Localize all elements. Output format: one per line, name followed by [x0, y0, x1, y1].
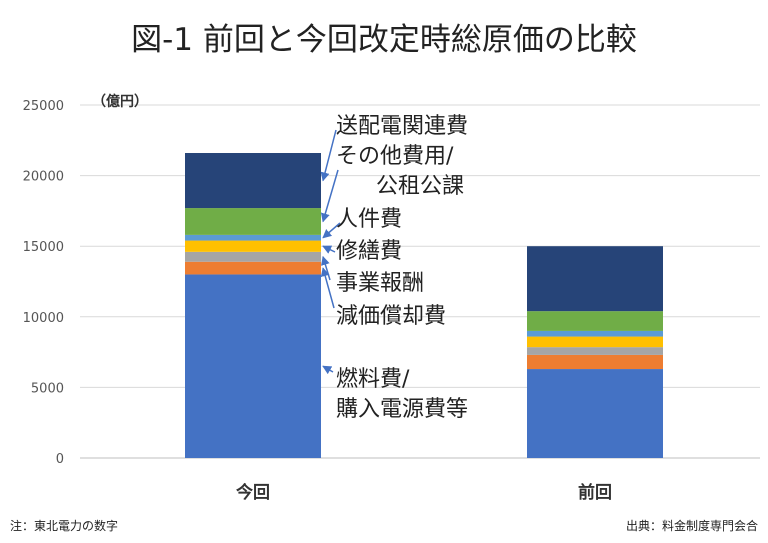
bar-segment-1	[527, 369, 663, 458]
annotation-label: 減価償却費	[336, 304, 446, 329]
y-axis-label: （億円）	[92, 93, 148, 110]
chart-title: 図-1 前回と今回改定時総原価の比較	[131, 22, 637, 58]
y-tick-label: 15000	[23, 240, 64, 255]
annotation-label: 燃料費/	[336, 367, 410, 392]
y-tick-label: 5000	[31, 381, 64, 396]
x-tick-label: 前回	[578, 482, 612, 503]
annotation-label: 事業報酬	[336, 271, 424, 296]
bar-segment-4	[527, 336, 663, 348]
bar-segment-6	[527, 311, 663, 331]
annotation-arrow	[320, 129, 337, 182]
annotation-arrow	[320, 169, 339, 223]
bar-segment-5	[527, 330, 663, 337]
annotation-label: 公租公課	[376, 174, 464, 199]
bar-segment-3	[527, 347, 663, 355]
annotation-arrow	[322, 245, 336, 254]
bar-segment-6	[185, 208, 321, 235]
y-tick-label: 10000	[23, 311, 64, 326]
x-tick-label: 今回	[236, 482, 270, 503]
annotation-label: 修繕費	[336, 239, 402, 264]
annotation-arrow	[320, 267, 335, 309]
y-tick-label: 0	[56, 452, 64, 467]
footnote: 注：東北電力の数字	[10, 519, 119, 533]
annotation-label: 購入電源費等	[336, 397, 468, 422]
y-tick-label: 25000	[23, 99, 64, 114]
source-note: 出典：料金制度専門会合	[625, 519, 758, 533]
bar-segment-5	[185, 234, 321, 241]
annotation-label: 送配電関連費	[336, 114, 468, 139]
bar-segment-1	[185, 274, 321, 458]
bar-segment-7	[527, 246, 663, 312]
annotation-arrow	[321, 255, 331, 281]
annotation-arrow	[322, 222, 341, 239]
bar-segment-2	[527, 354, 663, 370]
annotation-label: その他費用/	[336, 144, 454, 169]
bar-segment-4	[185, 240, 321, 252]
bar-segment-3	[185, 251, 321, 262]
bar-segment-7	[185, 153, 321, 209]
annotation-arrow	[322, 365, 334, 375]
y-tick-label: 20000	[23, 170, 64, 185]
annotation-label: 人件費	[336, 207, 402, 232]
bar-segment-2	[185, 261, 321, 275]
